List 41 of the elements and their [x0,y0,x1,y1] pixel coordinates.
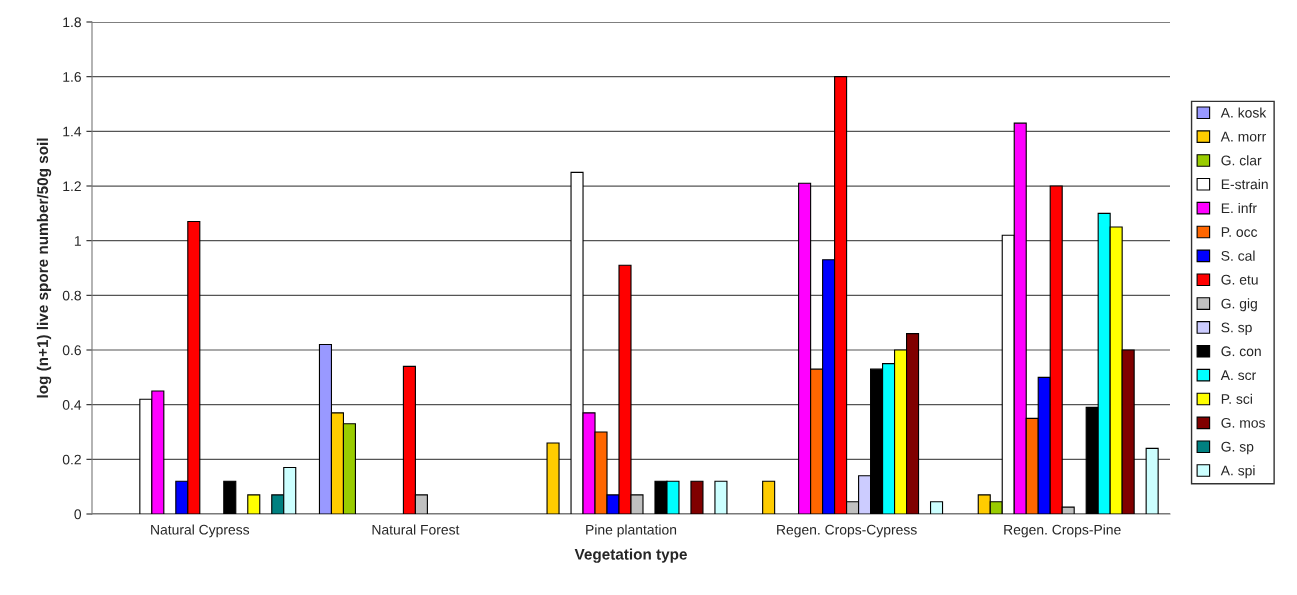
x-tick-label: Regen. Crops-Cypress [777,524,917,538]
y-tick-label: 1.2 [63,181,81,192]
legend-label: A. spi [1220,465,1255,479]
y-axis-title: log (n+1) live spore number/50g soil [36,138,52,398]
legend-label: S. cal [1221,250,1255,261]
legend-label: A. kosk [1220,107,1267,118]
y-tick-label: 0.2 [62,454,81,465]
bar [1145,447,1159,514]
legend-label: P. occ [1221,227,1258,237]
bar [247,494,261,514]
legend-label: A. scr [1220,370,1256,381]
y-tick-label: 0 [74,509,82,520]
legend-label: G. gig [1221,298,1257,312]
y-tick-label: 0.6 [62,345,81,356]
bar [929,501,944,514]
bar [223,480,237,514]
legend-label: P. sci [1221,393,1252,404]
x-tick-label: Regen. Crops-Pine [1004,524,1121,538]
bar [714,480,728,514]
y-tick-label: 0.8 [62,290,81,301]
legend-label: S. sp [1221,322,1252,336]
y-tick-label: 1.8 [63,17,81,28]
bar [690,480,704,514]
y-tick-label: 1.4 [63,126,82,137]
legend-label: G. etu [1221,274,1258,285]
legend-label: E. infr [1221,202,1257,213]
legend-label: E-strain [1221,179,1268,190]
y-tick-label: 0.4 [62,400,82,410]
legend-label: G. sp [1221,441,1254,455]
x-tick-label: Natural Forest [372,524,460,535]
x-axis-title: Vegetation type [574,548,687,563]
legend-label: G. mos [1221,417,1265,428]
legend-label: G. con [1221,346,1261,357]
y-tick-label: 1.6 [63,72,81,82]
legend-label: G. clar [1221,155,1262,166]
legend-label: A. morr [1220,131,1267,142]
bar [762,480,776,514]
y-tick-label: 1 [74,236,81,246]
x-tick-label: Natural Cypress [151,524,250,538]
bar [546,442,560,514]
x-tick-label: Pine plantation [586,524,677,538]
